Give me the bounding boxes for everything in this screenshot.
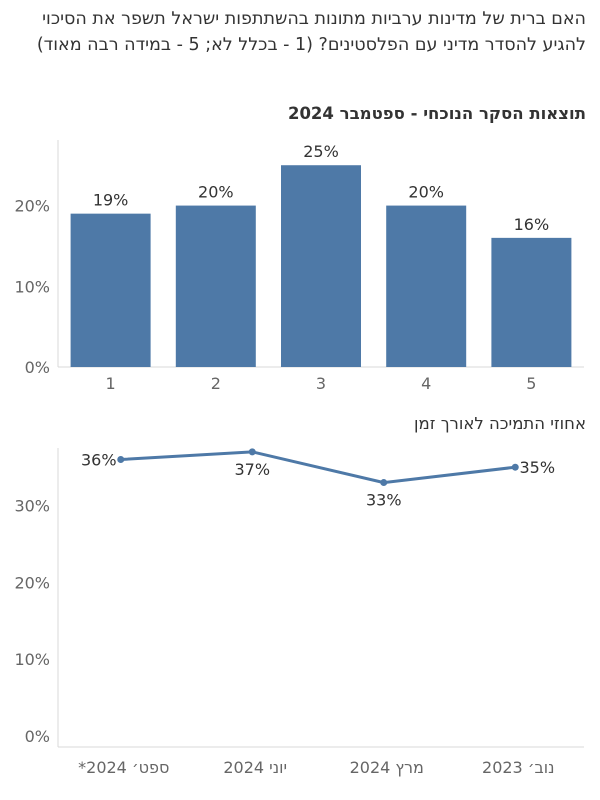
bar-y-tick-label: 20% [14, 197, 50, 216]
line-x-tick-label: ספט׳ 2024* [78, 758, 169, 777]
line-y-tick-label: 10% [14, 650, 50, 669]
bar-x-tick-label: 5 [526, 374, 536, 393]
bar-data-label: 20% [198, 183, 234, 202]
bar-5 [491, 237, 572, 367]
bar-data-label: 20% [408, 183, 444, 202]
bar-data-label: 19% [93, 191, 129, 210]
bar-x-tick-label: 4 [421, 374, 431, 393]
line-point [248, 448, 256, 456]
bar-chart-title: תוצאות הסקר הנוכחי - ספטמבר 2024 [287, 104, 586, 123]
bar-2 [175, 205, 256, 367]
bar-x-tick-label: 1 [106, 374, 116, 393]
line-data-label: 36% [81, 451, 117, 470]
line-x-tick-label: יוני 2024 [223, 758, 287, 777]
line-point [511, 463, 519, 471]
line-chart-title: אחוזי התמיכה לאורך זמן [414, 414, 586, 433]
bar-1 [70, 213, 151, 367]
line-x-tick-label: נוב׳ 2023 [482, 758, 554, 777]
bar-3 [281, 165, 361, 367]
question-text: האם ברית של מדינות ערביות מתונות בהשתתפו… [36, 9, 586, 55]
line-data-label: 37% [234, 460, 270, 479]
bar-y-tick-label: 10% [14, 277, 50, 296]
bar-data-label: 16% [514, 215, 550, 234]
line-y-tick-label: 0% [25, 727, 50, 746]
series-line [120, 450, 516, 485]
line-y-tick-label: 30% [14, 497, 50, 516]
bar-x-tick-label: 3 [316, 374, 326, 393]
bar-y-tick-label: 0% [25, 358, 50, 377]
line-y-tick-label: 20% [14, 573, 50, 592]
line-point [380, 479, 388, 487]
bar-4 [386, 205, 467, 367]
bar-x-tick-label: 2 [211, 374, 221, 393]
line-data-label: 35% [519, 458, 555, 477]
line-x-tick-label: מרץ 2024 [350, 758, 424, 777]
bar-data-label: 25% [303, 142, 339, 161]
line-data-label: 33% [366, 491, 402, 510]
line-point [117, 456, 125, 464]
